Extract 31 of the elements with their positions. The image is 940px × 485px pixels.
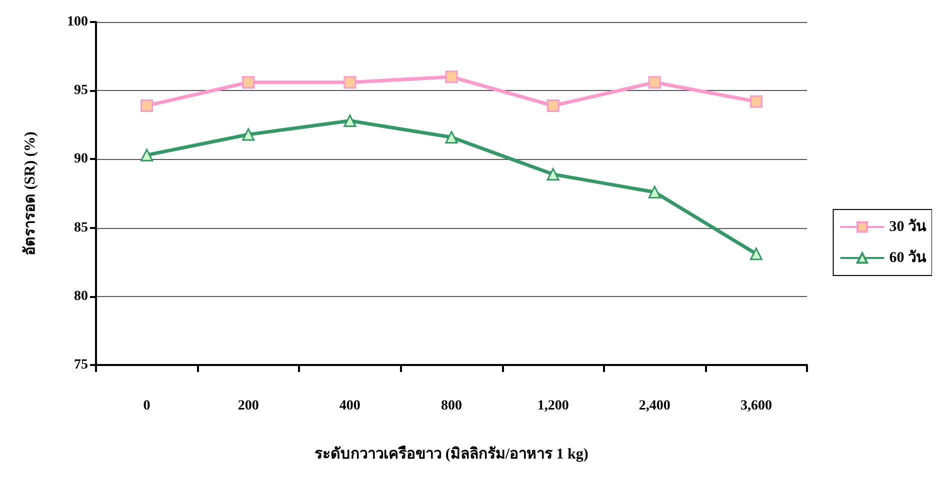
point xyxy=(242,128,255,141)
y-axis-title: อัตรารอด (SR) (%) xyxy=(22,132,38,256)
legend-label: 60 วัน xyxy=(889,249,927,266)
x-tick-label: 0 xyxy=(143,398,150,414)
x-tick-label: 200 xyxy=(238,398,259,414)
y-tick-label: 75 xyxy=(74,358,88,372)
point xyxy=(750,95,762,108)
x-tick-label: 1,200 xyxy=(537,398,569,414)
x-tick-label: 3,600 xyxy=(740,398,772,414)
point xyxy=(140,99,154,112)
y-tick-label: 80 xyxy=(74,288,88,304)
point xyxy=(242,76,255,89)
point xyxy=(445,70,458,84)
point xyxy=(648,76,661,89)
y-tick-label: 85 xyxy=(74,220,88,236)
point xyxy=(750,248,762,260)
point xyxy=(140,148,154,162)
point xyxy=(546,99,560,112)
x-tick-label: 800 xyxy=(441,398,462,414)
point xyxy=(344,114,356,128)
x-axis-title: ระดับกวาวเครือขาว (มิลลิกรัม/อาหาร 1 kg) xyxy=(314,444,588,462)
point xyxy=(344,76,356,89)
y-tick-label: 100 xyxy=(67,14,88,30)
y-tick-label: 90 xyxy=(74,152,88,167)
point xyxy=(445,131,458,144)
point xyxy=(648,186,661,198)
legend-label: 30 วัน xyxy=(889,218,927,235)
x-tick-label: 2,400 xyxy=(638,398,670,414)
x-tick-label: 400 xyxy=(339,398,360,414)
point xyxy=(546,168,560,181)
y-tick-label: 95 xyxy=(74,83,88,98)
